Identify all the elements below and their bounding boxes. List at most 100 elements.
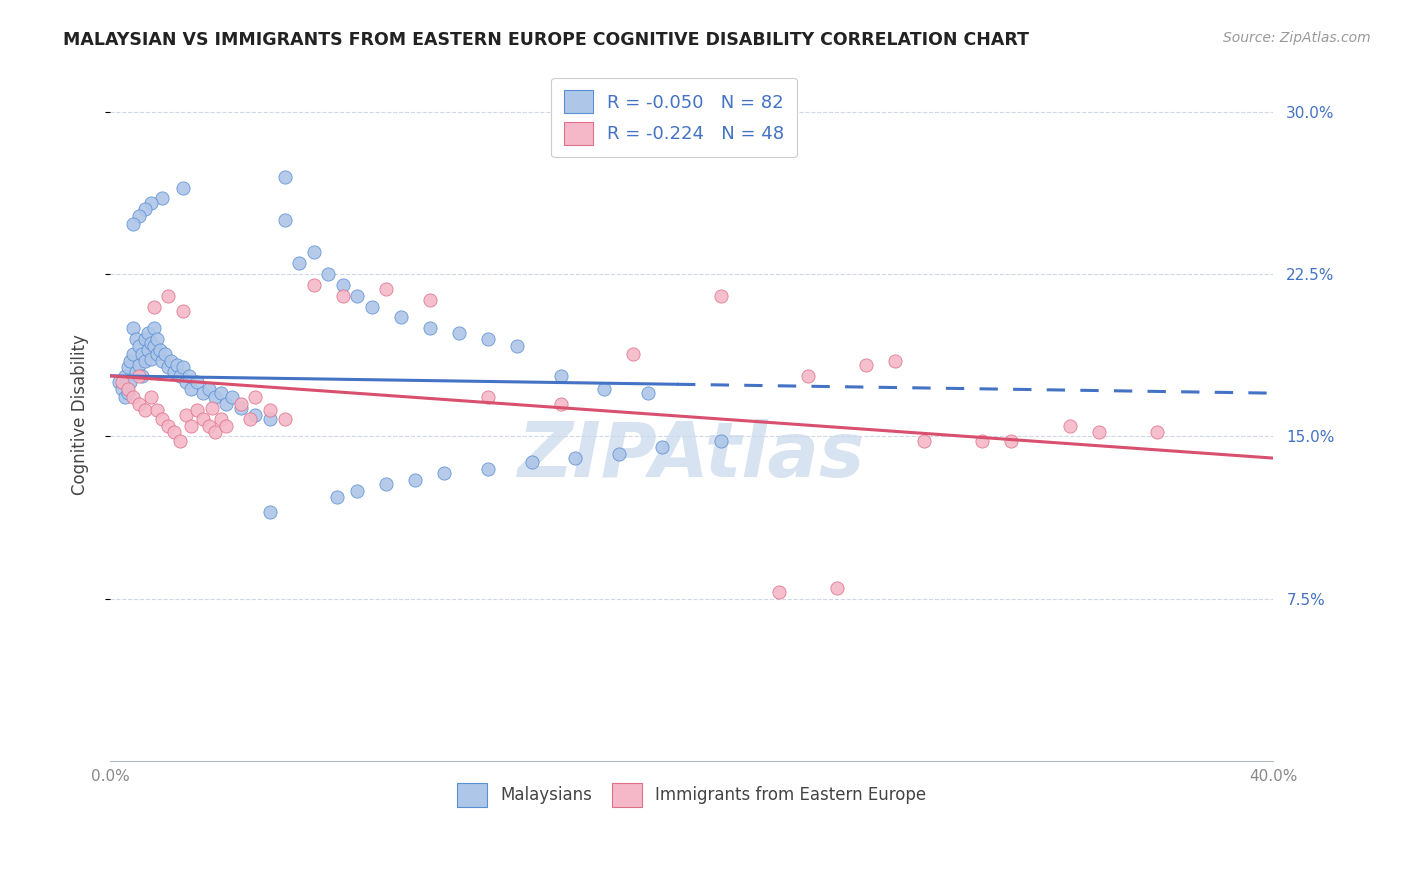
- Point: [259, 505, 281, 519]
- Text: MALAYSIAN VS IMMIGRANTS FROM EASTERN EUROPE COGNITIVE DISABILITY CORRELATION CHA: MALAYSIAN VS IMMIGRANTS FROM EASTERN EUR…: [63, 31, 1029, 49]
- Point: [125, 364, 148, 378]
- Point: [768, 585, 790, 599]
- Point: [134, 353, 156, 368]
- Point: [1087, 425, 1109, 439]
- Point: [884, 353, 907, 368]
- Point: [172, 180, 194, 194]
- Point: [174, 376, 197, 390]
- Point: [346, 289, 368, 303]
- Point: [122, 321, 145, 335]
- Point: [152, 353, 174, 368]
- Point: [637, 386, 659, 401]
- Point: [825, 581, 848, 595]
- Point: [131, 368, 153, 383]
- Point: [142, 321, 165, 335]
- Point: [128, 368, 150, 383]
- Point: [972, 434, 994, 448]
- Point: [145, 403, 167, 417]
- Point: [191, 386, 214, 401]
- Point: [186, 376, 208, 390]
- Point: [111, 376, 134, 390]
- Point: [160, 353, 183, 368]
- Point: [180, 418, 202, 433]
- Point: [229, 401, 252, 416]
- Point: [125, 332, 148, 346]
- Point: [912, 434, 935, 448]
- Point: [360, 300, 382, 314]
- Point: [520, 455, 543, 469]
- Point: [169, 368, 191, 383]
- Point: [128, 338, 150, 352]
- Point: [204, 391, 226, 405]
- Point: [273, 412, 295, 426]
- Point: [215, 418, 238, 433]
- Point: [157, 418, 180, 433]
- Point: [177, 368, 200, 383]
- Point: [139, 351, 162, 366]
- Point: [172, 360, 194, 375]
- Point: [593, 382, 616, 396]
- Point: [201, 401, 224, 416]
- Point: [134, 332, 156, 346]
- Point: [239, 412, 262, 426]
- Point: [107, 376, 129, 390]
- Point: [326, 490, 349, 504]
- Point: [447, 326, 470, 340]
- Point: [215, 397, 238, 411]
- Point: [117, 382, 139, 396]
- Point: [122, 391, 145, 405]
- Point: [142, 300, 165, 314]
- Y-axis label: Cognitive Disability: Cognitive Disability: [72, 334, 89, 495]
- Point: [506, 338, 529, 352]
- Point: [169, 434, 191, 448]
- Text: Source: ZipAtlas.com: Source: ZipAtlas.com: [1223, 31, 1371, 45]
- Point: [139, 195, 162, 210]
- Point: [191, 412, 214, 426]
- Point: [139, 336, 162, 351]
- Point: [245, 408, 267, 422]
- Point: [209, 386, 232, 401]
- Point: [155, 347, 177, 361]
- Point: [477, 462, 499, 476]
- Point: [117, 386, 139, 401]
- Point: [302, 245, 325, 260]
- Point: [1059, 418, 1081, 433]
- Point: [389, 310, 412, 325]
- Point: [128, 209, 150, 223]
- Point: [245, 391, 267, 405]
- Point: [477, 332, 499, 346]
- Point: [134, 202, 156, 217]
- Point: [550, 397, 572, 411]
- Point: [198, 382, 221, 396]
- Point: [122, 347, 145, 361]
- Point: [134, 403, 156, 417]
- Point: [550, 368, 572, 383]
- Point: [139, 391, 162, 405]
- Point: [433, 467, 456, 481]
- Point: [710, 434, 733, 448]
- Point: [198, 418, 221, 433]
- Point: [152, 412, 174, 426]
- Point: [157, 360, 180, 375]
- Point: [855, 358, 877, 372]
- Point: [316, 267, 339, 281]
- Point: [273, 213, 295, 227]
- Point: [117, 360, 139, 375]
- Point: [419, 321, 441, 335]
- Point: [145, 332, 167, 346]
- Point: [163, 364, 186, 378]
- Point: [120, 376, 142, 390]
- Point: [404, 473, 426, 487]
- Point: [136, 326, 159, 340]
- Point: [111, 382, 134, 396]
- Point: [180, 382, 202, 396]
- Point: [145, 347, 167, 361]
- Point: [346, 483, 368, 498]
- Point: [375, 477, 398, 491]
- Point: [1000, 434, 1022, 448]
- Text: ZIPAtlas: ZIPAtlas: [517, 419, 865, 493]
- Point: [623, 347, 645, 361]
- Point: [797, 368, 820, 383]
- Point: [148, 343, 170, 357]
- Point: [332, 277, 354, 292]
